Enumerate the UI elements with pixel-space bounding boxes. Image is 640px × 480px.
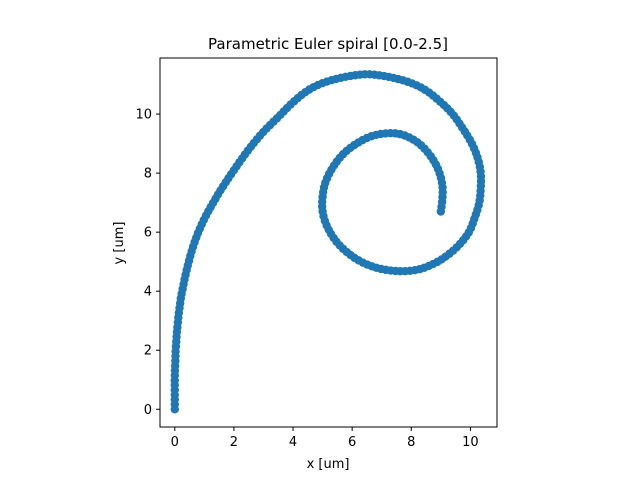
x-tick-label: 6 (348, 435, 356, 450)
y-tick-label: 10 (135, 108, 152, 123)
y-tick-label: 4 (144, 285, 152, 300)
y-tick-label: 6 (144, 226, 152, 241)
x-tick-label: 4 (289, 435, 297, 450)
x-axis-label: x [um] (307, 457, 350, 472)
x-tick-label: 2 (230, 435, 238, 450)
x-tick-label: 8 (407, 435, 415, 450)
chart-title: Parametric Euler spiral [0.0-2.5] (208, 35, 448, 53)
x-axis-ticks: 0 2 4 6 8 10 (171, 427, 479, 450)
y-tick-label: 2 (144, 344, 152, 359)
x-tick-label: 10 (462, 435, 479, 450)
y-axis-ticks: 0 2 4 6 8 10 (135, 108, 160, 418)
axes-frame (159, 57, 498, 428)
y-tick-label: 0 (144, 403, 152, 418)
data-point (436, 207, 446, 216)
y-axis-label: y [um] (112, 222, 127, 265)
series-layer (170, 70, 486, 414)
y-tick-label: 8 (144, 167, 152, 182)
plot-area (159, 57, 498, 428)
x-tick-label: 0 (171, 435, 179, 450)
